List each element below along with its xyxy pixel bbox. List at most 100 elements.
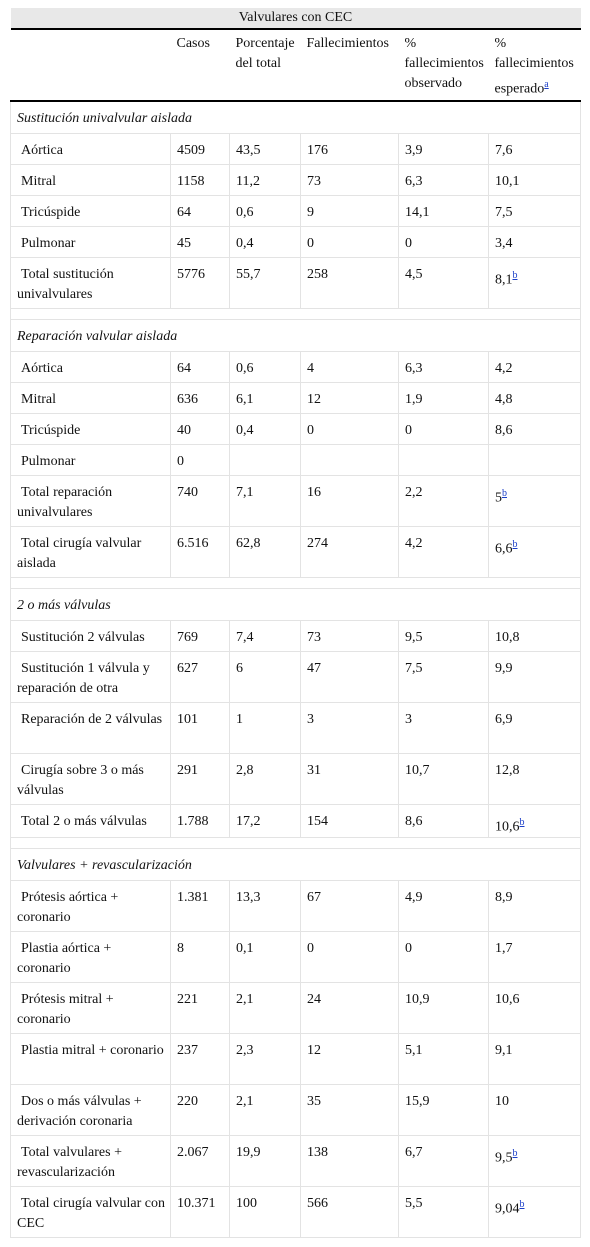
cell-text: 17,2 xyxy=(236,813,261,829)
cell-text: Casos xyxy=(176,36,210,51)
cell-text: 10 xyxy=(495,1094,509,1110)
footnote-link[interactable]: b xyxy=(519,816,525,828)
cell: 10,6 xyxy=(488,982,581,1035)
cell-text: 73 xyxy=(307,173,321,189)
cell-text: 12 xyxy=(307,1043,321,1059)
footnote-link[interactable]: b xyxy=(502,487,507,499)
cell-text: 10,6 xyxy=(495,992,520,1008)
cell-text: 0 xyxy=(405,941,412,957)
cell: 7,5 xyxy=(398,650,489,703)
cell: 64 xyxy=(170,350,230,383)
cell: 16 xyxy=(300,474,399,527)
cell-text: 0,1 xyxy=(236,941,254,957)
cell: 138 xyxy=(300,1135,399,1188)
cell: 274 xyxy=(300,525,399,578)
cell-text: 10,6 xyxy=(495,819,520,835)
data-row: Plastia mitral + coronario 237 2,3 12 5,1 9,1 xyxy=(10,1033,581,1086)
cell: 7,6 xyxy=(488,132,581,165)
cell: 3,9 xyxy=(398,132,489,165)
cell-text: 10.371 xyxy=(177,1196,216,1212)
footnote-link[interactable]: b xyxy=(519,1199,525,1211)
cell-text: 9,9 xyxy=(495,660,513,676)
cell: 4,2 xyxy=(488,350,581,383)
cell: 1 xyxy=(229,701,301,754)
cell: 67 xyxy=(300,880,399,933)
section-row: Sustitución univalvular aislada xyxy=(10,100,581,134)
data-row: Total cirugía valvular aislada 6.516 62,8 2… xyxy=(10,525,581,578)
cell-text: 8,1 xyxy=(495,272,513,288)
cell: 769 xyxy=(170,619,230,652)
section-row: Reparación valvular aislada xyxy=(10,318,581,352)
row-label: Mitral xyxy=(10,163,171,196)
cell-text: 8 xyxy=(177,941,184,957)
cell: 10 xyxy=(488,1084,581,1137)
spacer-cell xyxy=(10,576,581,589)
data-row: Pulmonar 45 0,4 0 0 3,4 xyxy=(10,225,581,258)
cell-text: 101 xyxy=(177,711,198,727)
cell: 6,6b xyxy=(488,525,581,578)
row-label: Cirugía sobre 3 o más válvulas xyxy=(10,752,171,805)
cell-text: 10,7 xyxy=(405,762,430,778)
cell-text: 10,8 xyxy=(495,629,520,645)
cell-text: 566 xyxy=(307,1196,328,1212)
cell: 64 xyxy=(170,194,230,227)
cell: 0 xyxy=(170,443,230,476)
cell-text: Sustitución 1 válvula y reparación de ot… xyxy=(17,660,150,696)
cell-text: 9,5 xyxy=(495,1150,513,1166)
cell: 1.788 xyxy=(170,803,230,839)
footnote-link[interactable]: b xyxy=(512,1148,518,1160)
footnote-link[interactable]: a xyxy=(544,79,549,90)
row-label: Tricúspide xyxy=(10,194,171,227)
row-label: Total cirugía valvular aislada xyxy=(10,525,171,578)
cell: 8,6 xyxy=(488,412,581,445)
section-title: Sustitución univalvular aislada xyxy=(10,100,581,134)
cell-text: 0 xyxy=(177,453,184,469)
cell: 0 xyxy=(398,412,489,445)
row-label: Total reparación univalvulares xyxy=(10,474,171,527)
footnote: b xyxy=(520,815,525,828)
cell-text: 0 xyxy=(405,235,412,251)
cell: 4,2 xyxy=(398,525,489,578)
cell-text: 2,3 xyxy=(236,1043,254,1059)
footnote: b xyxy=(502,486,507,499)
spacer-row xyxy=(10,307,581,320)
cell-text: 6.516 xyxy=(177,535,209,551)
data-row: Sustitución 1 válvula y reparación de ot… xyxy=(10,650,581,703)
cell-text: Plastia aórtica + coronario xyxy=(17,941,112,977)
cell: 47 xyxy=(300,650,399,703)
cell-text: 19,9 xyxy=(236,1145,261,1161)
cell-text: 7,6 xyxy=(495,142,513,158)
cell-text: 43,5 xyxy=(236,142,261,158)
spacer-cell xyxy=(10,837,581,850)
data-row: Prótesis aórtica + coronario 1.381 13,3 67 4… xyxy=(10,880,581,933)
cell-text: 274 xyxy=(307,535,328,551)
cell: 101 xyxy=(170,701,230,754)
cell-text: 6,3 xyxy=(405,173,423,189)
cell: 12 xyxy=(300,1033,399,1086)
footnote-link[interactable]: b xyxy=(512,269,518,281)
row-label: Mitral xyxy=(10,381,171,414)
footnote-link[interactable]: b xyxy=(512,538,518,550)
cell: 0 xyxy=(300,412,399,445)
cell: 5,5 xyxy=(398,1186,489,1239)
row-label: Aórtica xyxy=(10,350,171,383)
cell: 73 xyxy=(300,619,399,652)
cell-text: 6,9 xyxy=(495,711,513,727)
cell: 7,5 xyxy=(488,194,581,227)
cell-text: 4,8 xyxy=(495,391,513,407)
cell-text: 6,6 xyxy=(495,541,513,557)
cell: 10.371 xyxy=(170,1186,230,1239)
row-label: Prótesis mitral + coronario xyxy=(10,982,171,1035)
cell-text: Reparación de 2 válvulas xyxy=(21,711,163,727)
cell-text: Pulmonar xyxy=(21,235,76,251)
cell: 15,9 xyxy=(398,1084,489,1137)
cell: 627 xyxy=(170,650,230,703)
header-corner xyxy=(10,29,171,102)
cell: 5,1 xyxy=(398,1033,489,1086)
cell: 4509 xyxy=(170,132,230,165)
cell-text: 291 xyxy=(177,762,198,778)
footnote: b xyxy=(520,1197,525,1210)
cell-text: 40 xyxy=(177,422,191,438)
cell: 0 xyxy=(398,225,489,258)
